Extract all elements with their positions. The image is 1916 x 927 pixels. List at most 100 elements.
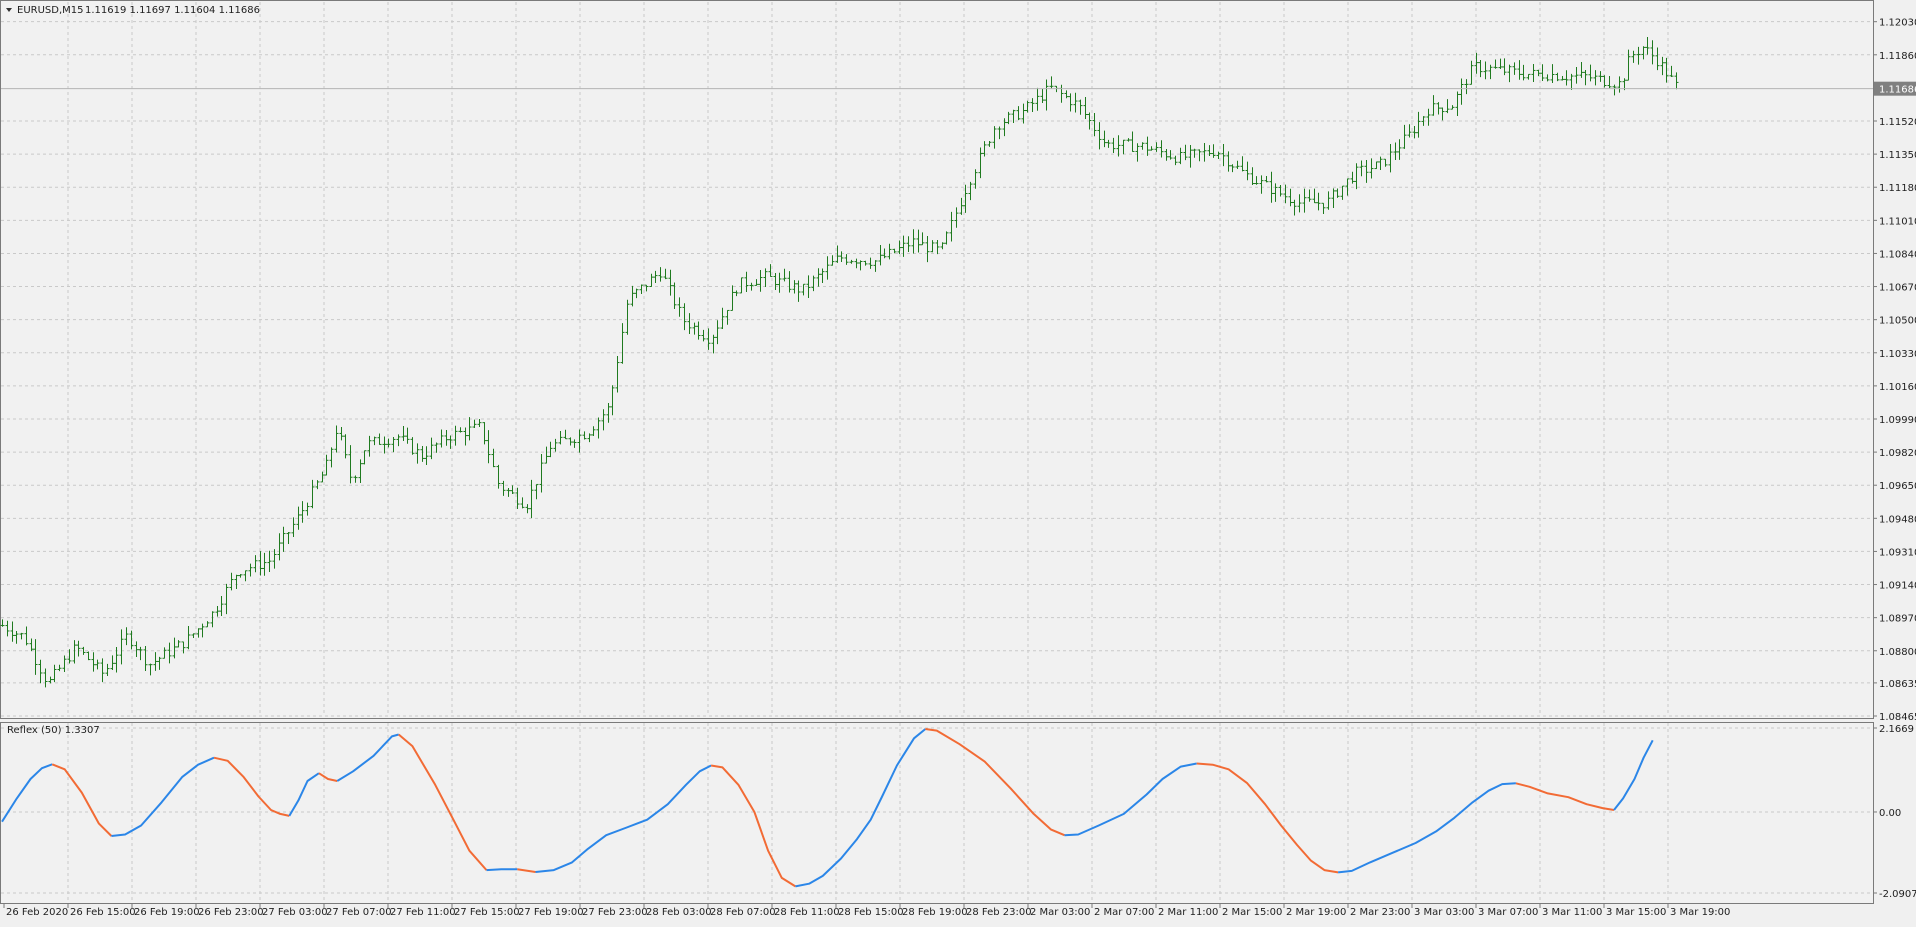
indicator-axis[interactable]: 2.1669 0.00 -2.0907 — [1873, 724, 1916, 900]
ohlc-bar — [658, 267, 663, 282]
ohlc-bar — [1235, 160, 1240, 170]
ohlc-bar — [1526, 73, 1531, 80]
x-tick-label: 2 Mar 15:00 — [1222, 907, 1282, 918]
ohlc-bar — [1602, 75, 1607, 88]
reflex-falling-segment — [213, 756, 290, 817]
ohlc-bar — [959, 197, 964, 215]
ohlc-bar — [1211, 144, 1216, 158]
ohlc-bar — [1083, 97, 1088, 119]
ohlc-bar — [300, 501, 305, 523]
y-tick-label: 0.00 — [1879, 808, 1901, 819]
ohlc-bar — [1021, 103, 1026, 124]
ohlc-bar — [763, 268, 768, 287]
ohlc-bar — [1106, 139, 1111, 148]
ohlc-bar — [14, 631, 19, 644]
ohlc-bar — [1183, 144, 1188, 161]
ohlc-bar — [200, 623, 205, 638]
x-tick-label: 26 Feb 2020 — [6, 907, 68, 918]
ohlc-bar — [1455, 91, 1460, 116]
ohlc-bar — [448, 435, 453, 449]
ohlc-bar — [215, 606, 220, 617]
ohlc-bar — [224, 583, 229, 615]
x-tick-label: 2 Mar 23:00 — [1350, 907, 1410, 918]
indicator-pane[interactable] — [0, 722, 1874, 904]
ohlc-bar — [1612, 84, 1617, 96]
reflex-line — [1, 728, 1654, 888]
ohlc-bar — [472, 419, 477, 428]
ohlc-bar — [29, 638, 34, 652]
ohlc-bar — [973, 169, 978, 189]
ohlc-bar — [1664, 57, 1669, 83]
ohlc-bar — [1040, 88, 1045, 104]
ohlc-bar — [1354, 163, 1359, 190]
ohlc-bar — [1545, 74, 1550, 82]
ohlc-bar — [1335, 188, 1340, 198]
ohlc-bar — [1159, 140, 1164, 158]
ohlc-bar — [1631, 50, 1636, 63]
ohlc-bar — [267, 550, 272, 573]
ohlc-bar — [539, 454, 544, 493]
ohlc-bar — [811, 275, 816, 292]
ohlc-bar — [1230, 164, 1235, 173]
ohlc-bar — [91, 652, 96, 672]
ohlc-bar — [639, 284, 644, 294]
reflex-rising-segment — [1064, 762, 1197, 837]
ohlc-bar — [391, 436, 396, 453]
ohlc-bar — [792, 280, 797, 294]
indicator-label: Reflex (50) 1.3307 — [7, 725, 100, 736]
ohlc-bar — [1164, 149, 1169, 161]
ohlc-bar — [1488, 64, 1493, 80]
ohlc-bar — [415, 443, 420, 464]
ohlc-bar — [954, 207, 959, 228]
price-axis[interactable]: 1.12030 1.11860 1.11686 1.11520 1.11350 1.111… — [1873, 18, 1916, 723]
x-tick-label: 3 Mar 03:00 — [1414, 907, 1474, 918]
ohlc-bar — [1331, 188, 1336, 208]
ohlc-bar — [1498, 58, 1503, 70]
ohlc-bar — [1650, 40, 1655, 65]
ohlc-bar — [606, 403, 611, 423]
ohlc-bar — [81, 646, 86, 655]
ohlc-bar — [420, 445, 425, 462]
ohlc-bar — [982, 141, 987, 157]
ohlc-bar — [854, 258, 859, 269]
ohlc-bar — [1550, 64, 1555, 83]
ohlc-bar — [944, 231, 949, 245]
ohlc-bar — [1297, 194, 1302, 213]
dropdown-triangle-icon[interactable] — [6, 8, 12, 12]
ohlc-bar — [1068, 93, 1073, 112]
ohlc-bar — [610, 385, 615, 416]
ohlc-bar — [291, 517, 296, 538]
ohlc-bar — [1407, 124, 1412, 138]
ohlc-bar — [1254, 176, 1259, 185]
ohlc-bar — [1002, 118, 1007, 137]
y-tick-label: 1.09820 — [1879, 448, 1916, 459]
ohlc-bar — [1383, 158, 1388, 167]
reflex-falling-segment — [1515, 782, 1615, 811]
ohlc-bar — [572, 439, 577, 448]
y-tick-label: 1.10330 — [1879, 349, 1916, 360]
ohlc-bar — [625, 299, 630, 335]
ohlc-bar — [816, 268, 821, 287]
ohlc-bar — [1240, 156, 1245, 172]
x-tick-label: 3 Mar 19:00 — [1670, 907, 1730, 918]
ohlc-bar — [262, 552, 267, 576]
ohlc-bar — [720, 307, 725, 330]
ohlc-bar — [348, 445, 353, 484]
ohlc-bar — [1655, 47, 1660, 71]
ohlc-bar — [749, 282, 754, 291]
ohlc-bar — [176, 640, 181, 648]
ohlc-bar — [682, 303, 687, 331]
ohlc-bar — [119, 629, 124, 665]
price-pane[interactable] — [0, 0, 1874, 719]
ohlc-bar — [1574, 66, 1579, 84]
ohlc-bar — [467, 417, 472, 441]
ohlc-bar — [453, 425, 458, 446]
ohlc-bar — [1302, 188, 1307, 213]
ohlc-bar — [377, 433, 382, 445]
ohlc-bar — [67, 649, 72, 664]
reflex-rising-segment — [111, 756, 215, 837]
ohlc-bar — [949, 211, 954, 242]
ohlc-bar — [1283, 184, 1288, 204]
